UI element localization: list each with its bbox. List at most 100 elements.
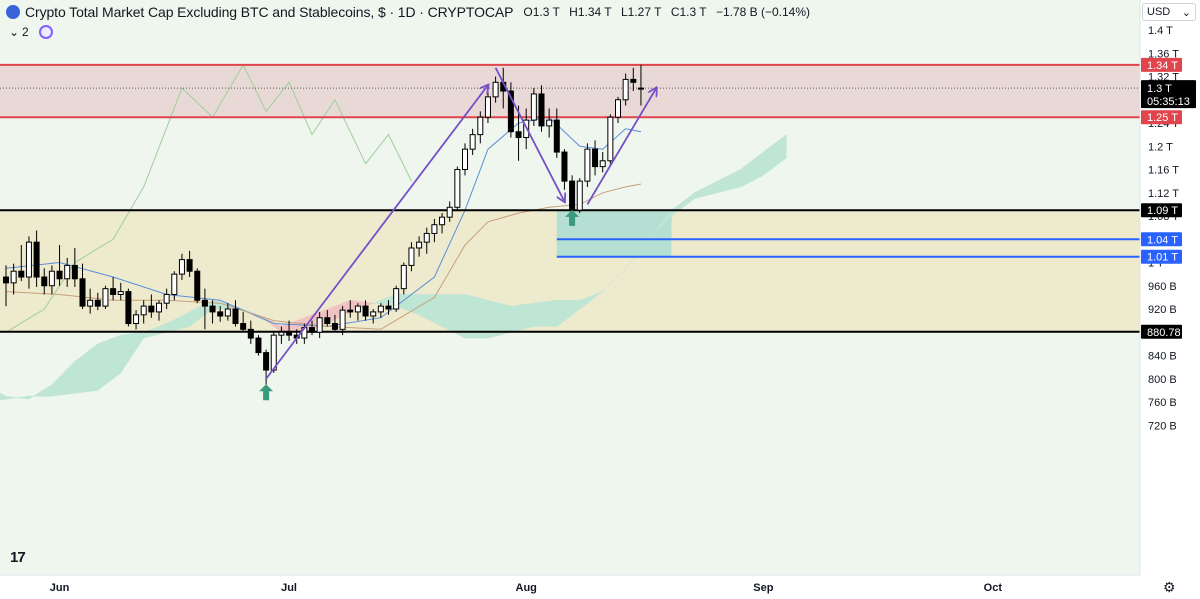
resistance-bottom-label: 1.25 T — [1147, 112, 1178, 124]
candle-body — [439, 216, 446, 226]
currency-select[interactable]: USD ⌄ — [1142, 3, 1196, 21]
currency-value: USD — [1147, 6, 1171, 18]
candle-body — [278, 331, 285, 336]
y-tick-label: 760 B — [1148, 397, 1177, 409]
candle-body — [3, 276, 9, 284]
candle-body — [530, 93, 537, 121]
blue-level-2-label: 1.01 T — [1147, 252, 1178, 264]
candle-body — [622, 78, 629, 101]
candle-body — [569, 180, 576, 211]
open-value: O1.3 T — [523, 5, 560, 19]
candle-body — [484, 96, 491, 118]
time-axis-background — [0, 575, 1140, 599]
level-labels: 1.34 T 1.25 T 1.09 T 1.04 T 1.01 T 880.78 B 1.… — [1141, 57, 1196, 339]
close-value: C1.3 T — [670, 5, 707, 19]
blue-level-2-label-bg — [1141, 249, 1182, 264]
candle-body — [25, 241, 32, 278]
x-tick-label: Jun — [50, 582, 70, 594]
candle-body — [224, 308, 231, 317]
candle-body — [561, 151, 568, 182]
candle-body — [201, 299, 208, 307]
candle-body — [347, 309, 354, 313]
candle-body — [133, 314, 140, 325]
candle-body — [599, 160, 606, 168]
indicator-bar: ⌄ 2 — [6, 25, 53, 39]
support-bottom-label-bg — [1141, 324, 1182, 339]
y-tick-label: 920 B — [1148, 304, 1177, 316]
candle-body — [247, 328, 254, 339]
x-tick-label: Jul — [281, 582, 297, 594]
gear-icon[interactable]: ⚙ — [1163, 579, 1176, 595]
candle-body — [10, 270, 17, 284]
candle-body — [370, 311, 377, 317]
y-tick-label: 1.12 T — [1148, 188, 1179, 200]
candle-body — [331, 323, 338, 330]
candle-body — [102, 288, 109, 307]
ohlc-readout: O1.3 T H1.34 T L1.27 T C1.3 T −1.78 B (−… — [523, 5, 816, 19]
candle-body — [64, 264, 71, 280]
candle-body — [194, 270, 201, 301]
candle-body — [270, 334, 277, 371]
candle-body — [431, 224, 438, 234]
support-bottom-label: 880.78 B — [1147, 327, 1191, 339]
candle-body — [240, 323, 247, 330]
kijun-line — [5, 183, 642, 330]
candle-body — [171, 273, 178, 295]
candle-body — [178, 259, 185, 275]
sync-icon[interactable] — [38, 25, 53, 39]
candle-body — [125, 291, 132, 325]
change-value: −1.78 B (−0.14%) — [715, 5, 811, 19]
support-top-label: 1.09 T — [1147, 205, 1178, 217]
up-arrow-icon — [259, 384, 274, 401]
candle-body — [630, 78, 637, 83]
high-value: H1.34 T — [569, 5, 612, 19]
x-tick-label: Oct — [984, 582, 1003, 594]
candle-body — [469, 134, 476, 150]
chevron-down-icon: ⌄ — [1181, 6, 1191, 19]
candle-body — [584, 148, 591, 182]
current-price-label: 1.3 T — [1147, 83, 1172, 95]
candle-body — [354, 305, 361, 313]
chevron-down-icon[interactable]: ⌄ — [8, 25, 20, 39]
symbol-title[interactable]: Crypto Total Market Cap Excluding BTC an… — [25, 4, 514, 20]
candle-body — [377, 305, 384, 313]
y-tick-label: 840 B — [1148, 351, 1177, 363]
candle-body — [607, 116, 614, 162]
candle-body — [217, 311, 224, 317]
candle-body — [538, 93, 545, 127]
candle-body — [507, 90, 514, 133]
candle-body — [553, 119, 560, 153]
tradingview-logo-icon[interactable]: 17 — [10, 549, 26, 566]
candle-body — [324, 317, 331, 325]
y-tick-label: 960 B — [1148, 281, 1177, 293]
y-tick-label: 1.16 T — [1148, 165, 1179, 177]
x-axis-ticks: Jun Jul Aug Sep Oct — [50, 582, 1003, 594]
candle-body — [71, 264, 78, 280]
current-price-label-bg — [1141, 80, 1196, 109]
candle-body — [163, 293, 170, 304]
candle-body — [546, 119, 553, 127]
candle-body — [309, 327, 315, 333]
candle-body — [110, 288, 117, 295]
candle-body — [477, 116, 484, 136]
y-tick-label: 1.2 T — [1148, 141, 1173, 153]
candle-body — [79, 278, 86, 307]
support-top-label-bg — [1141, 203, 1182, 218]
candle-body — [592, 148, 599, 168]
candle-body — [515, 131, 522, 139]
candle-body — [393, 288, 400, 310]
candle-body — [286, 331, 293, 336]
candle-body — [33, 241, 40, 278]
cloud-segment — [763, 134, 787, 176]
candle-body — [316, 317, 323, 333]
resistance-zone — [0, 64, 1140, 118]
candle-body — [385, 305, 392, 310]
candle-body — [408, 247, 415, 266]
low-value: L1.27 T — [620, 5, 662, 19]
candle-body — [462, 148, 468, 170]
ichimoku-cloud — [0, 134, 787, 401]
candle-body — [140, 305, 147, 316]
indicator-count[interactable]: 2 — [22, 25, 29, 39]
cloud-segment — [579, 291, 603, 310]
candle-body — [362, 305, 369, 317]
